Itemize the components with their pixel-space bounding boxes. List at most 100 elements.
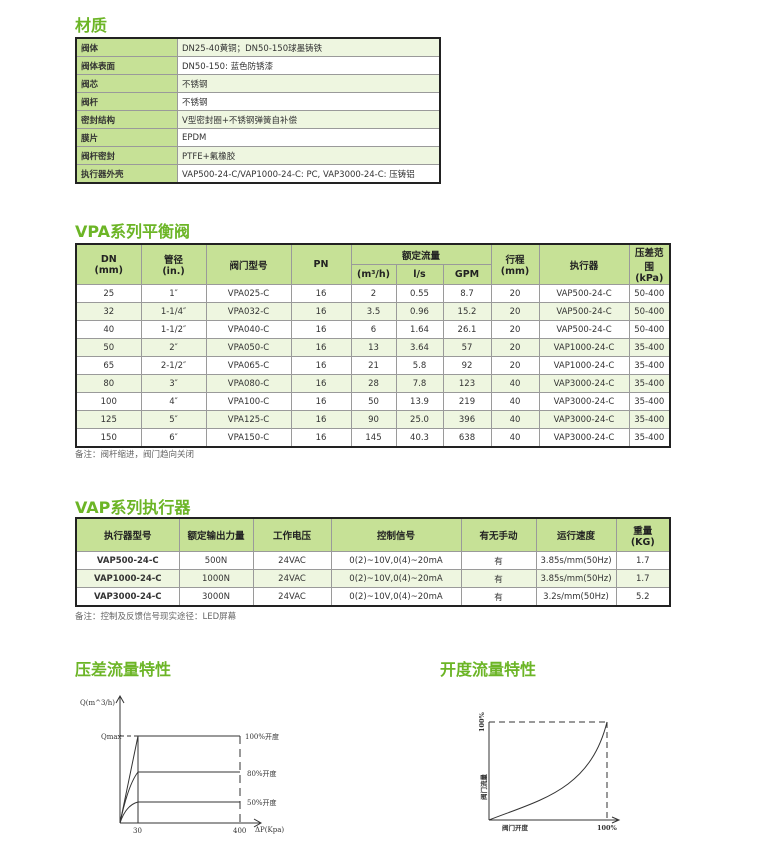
cell-actuator: VAP1000-24-C <box>538 338 630 357</box>
vap-title: VAP系列执行器 <box>75 498 191 517</box>
y-label: 阀门流量 <box>479 774 488 801</box>
cell-stroke: 20 <box>490 338 540 357</box>
table-row: 150 6″ VPA150-C 16 145 40.3 638 40 VAP3000-24-C 3… <box>75 428 671 448</box>
cell-pipe-size: 3″ <box>140 374 207 393</box>
cell-pressure-range: 50-400 <box>628 320 671 339</box>
y-top-label: 100% <box>478 711 486 732</box>
material-key: 阀杆 <box>75 92 178 111</box>
table-row: 密封结构 V型密封圈+不锈钢弹簧自补偿 <box>75 110 441 129</box>
cell-flow-m3h: 13 <box>350 338 397 357</box>
table-row: 阀杆密封 PTFE+氟橡胶 <box>75 146 441 165</box>
material-value: VAP500-24-C/VAP1000-24-C: PC, VAP3000-24… <box>177 164 441 184</box>
table-row: 阀体表面 DN50-150: 蓝色防锈漆 <box>75 56 441 75</box>
cell-flow-ls: 3.64 <box>395 338 444 357</box>
cell-pn: 16 <box>290 410 352 429</box>
material-key: 密封结构 <box>75 110 178 129</box>
vpa-table: DN (mm) 管径 (in.) 阀门型号 PN 额定流量 行程 (mm) 执行器 压… <box>75 243 671 448</box>
cell-pressure-range: 35-400 <box>628 374 671 393</box>
cell-pipe-size: 2″ <box>140 338 207 357</box>
cell-force: 1000N <box>178 569 254 588</box>
x-axis <box>489 816 621 824</box>
cell-stroke: 40 <box>490 410 540 429</box>
header-label: 重量 <box>633 525 653 537</box>
material-value: DN25-40黄铜；DN50-150球墨铸铁 <box>177 37 441 57</box>
cell-voltage: 24VAC <box>252 569 332 588</box>
material-key: 阀芯 <box>75 74 178 93</box>
table-row: 100 4″ VPA100-C 16 50 13.9 219 40 VAP3000-24-C 35… <box>75 392 671 411</box>
cell-pn: 16 <box>290 428 352 448</box>
vpa-title: VPA系列平衡阀 <box>75 222 191 241</box>
pressure-flow-chart <box>115 694 263 828</box>
materials-title: 材质 <box>75 16 108 35</box>
header-cell: 重量 (KG) <box>615 517 671 552</box>
header-cell: 有无手动 <box>460 517 537 552</box>
curve-label-80: 80%开度 <box>247 769 277 778</box>
header-cell: 额定输出力量 <box>178 517 254 552</box>
cell-flow-m3h: 28 <box>350 374 397 393</box>
header-model: 阀门型号 <box>205 243 292 285</box>
y-label: Q(m^3/h) <box>80 699 115 707</box>
pipe-unit: (in.) <box>162 266 185 277</box>
header-flow: 额定流量 <box>350 243 492 266</box>
weight-unit: (KG) <box>630 536 655 548</box>
header-label: 执行器型号 <box>103 531 152 542</box>
cell-flow-m3h: 3.5 <box>350 302 397 321</box>
x-right-label: 100% <box>597 824 618 832</box>
header-pn: PN <box>290 243 352 285</box>
table-row: 40 1-1/2″ VPA040-C 16 6 1.64 26.1 20 VAP500-24-C… <box>75 320 671 339</box>
materials-table: 阀体 DN25-40黄铜；DN50-150球墨铸铁 阀体表面 DN50-150: 蓝色… <box>75 37 441 184</box>
dn-label: DN <box>100 253 117 265</box>
vpa-note: 备注：阀杆缩进，阀门趋向关闭 <box>75 450 195 460</box>
dn-unit: (mm) <box>94 264 123 276</box>
cell-force: 3000N <box>178 587 254 607</box>
curve-label-100: 100%开度 <box>245 732 279 741</box>
cell-pn: 16 <box>290 374 352 393</box>
cell-flow-gpm: 638 <box>442 428 492 448</box>
cell-stroke: 20 <box>490 302 540 321</box>
table-row: 50 2″ VPA050-C 16 13 3.64 57 20 VAP1000-24-C 35-4… <box>75 338 671 357</box>
table-row: 80 3″ VPA080-C 16 28 7.8 123 40 VAP3000-24-C 35-4… <box>75 374 671 393</box>
header-label: 额定输出力量 <box>187 531 245 542</box>
x-label: ΔP(Kpa) <box>255 826 284 834</box>
header-cell: 运行速度 <box>535 517 617 552</box>
cell-pressure-range: 35-400 <box>628 410 671 429</box>
stroke-unit: (mm) <box>500 266 530 277</box>
header-label: 控制信号 <box>376 531 415 542</box>
pipe-label: 管径 <box>163 255 183 266</box>
header-label: 工作电压 <box>272 531 311 542</box>
header-cell: 工作电压 <box>252 517 332 552</box>
header-cell: 执行器型号 <box>75 517 180 552</box>
table-row: 执行器外壳 VAP500-24-C/VAP1000-24-C: PC, VAP30… <box>75 164 441 184</box>
cell-model: VPA032-C <box>205 302 292 321</box>
header-dn: DN (mm) <box>75 243 142 285</box>
cell-flow-m3h: 90 <box>350 410 397 429</box>
cell-actuator: VAP500-24-C <box>538 302 630 321</box>
material-value: V型密封圈+不锈钢弹簧自补偿 <box>177 110 441 129</box>
table-row: 125 5″ VPA125-C 16 90 25.0 396 40 VAP3000-24-C 35… <box>75 410 671 429</box>
cell-speed: 3.85s/mm(50Hz) <box>535 569 617 588</box>
cell-weight: 5.2 <box>615 587 671 607</box>
vap-note: 备注：控制及反馈信号现实途径：LED屏幕 <box>75 612 237 622</box>
material-key: 执行器外壳 <box>75 164 178 184</box>
cell-signal: 0(2)~10V,0(4)~20mA <box>330 569 462 588</box>
cell-flow-ls: 25.0 <box>395 410 444 429</box>
cell-dn: 125 <box>75 410 142 429</box>
chart2-title: 开度流量特性 <box>440 660 537 679</box>
header-pipe: 管径 (in.) <box>140 243 207 285</box>
cell-dn: 80 <box>75 374 142 393</box>
dp-label: 压差范围 <box>634 248 664 273</box>
header-row: 执行器型号 额定输出力量 工作电压 控制信号 有无手动 运行速度 重量 (KG) <box>75 517 671 552</box>
header-gpm: GPM <box>442 264 492 285</box>
vap-table: 执行器型号 额定输出力量 工作电压 控制信号 有无手动 运行速度 重量 (KG) VAP500-… <box>75 517 671 607</box>
curve-label-50: 50%开度 <box>247 798 277 807</box>
header-dp: 压差范围 (kPa) <box>628 243 671 285</box>
cell-pressure-range: 50-400 <box>628 302 671 321</box>
opening-flow-chart <box>488 721 621 824</box>
chart1-title: 压差流量特性 <box>75 660 172 679</box>
cell-signal: 0(2)~10V,0(4)~20mA <box>330 587 462 607</box>
cell-weight: 1.7 <box>615 569 671 588</box>
header-label: 有无手动 <box>479 531 518 542</box>
cell-manual: 有 <box>460 569 537 588</box>
material-key: 阀体表面 <box>75 56 178 75</box>
